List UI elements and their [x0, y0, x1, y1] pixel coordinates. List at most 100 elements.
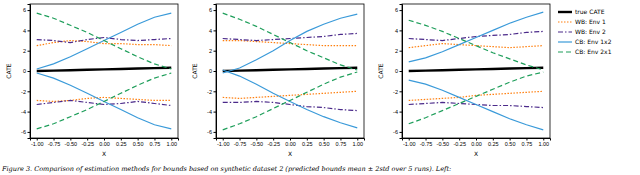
- y-tick: 2: [209, 48, 216, 54]
- legend-label: CB: Env 2x1: [575, 48, 612, 55]
- y-tick-label: -6: [21, 129, 26, 135]
- series-line: [409, 80, 544, 130]
- x-tick: 0.00: [99, 138, 110, 147]
- x-tick-label: 0.75: [522, 141, 533, 147]
- y-tick: -2: [21, 89, 30, 95]
- series-line: [409, 20, 544, 70]
- x-tick: 0.25: [488, 138, 499, 147]
- plot-frame: [216, 4, 364, 138]
- series-line: [223, 68, 358, 71]
- y-tick-label: 6: [395, 7, 398, 13]
- x-tick-label: -0.50: [65, 141, 78, 147]
- y-tick: 0: [395, 68, 402, 74]
- y-tick: -6: [393, 129, 402, 135]
- legend-swatch: [558, 41, 572, 42]
- x-tick-label: 1.00: [538, 141, 549, 147]
- y-tick: 6: [23, 7, 30, 13]
- y-tick: -2: [393, 89, 402, 95]
- y-tick: 4: [209, 28, 216, 34]
- x-tick: -1.00: [31, 138, 44, 147]
- y-tick-label: 2: [209, 48, 212, 54]
- x-tick: 0.75: [150, 138, 161, 147]
- x-tick-label: 0.25: [116, 141, 127, 147]
- x-tick-label: -0.50: [251, 141, 264, 147]
- x-tick-label: -0.75: [420, 141, 433, 147]
- y-tick-label: -6: [207, 129, 212, 135]
- x-tick-label: 0.50: [505, 141, 516, 147]
- x-tick: -0.25: [81, 138, 94, 147]
- legend-swatch: [558, 51, 572, 52]
- x-tick: 0.00: [471, 138, 482, 147]
- x-tick: -0.75: [48, 138, 61, 147]
- x-tick-label: 0.00: [285, 141, 296, 147]
- x-tick: 1.00: [538, 138, 549, 147]
- plot-area: [223, 13, 358, 130]
- series-line: [409, 31, 544, 40]
- x-tick-label: 0.25: [302, 141, 313, 147]
- y-axis-title: CATE: [191, 63, 198, 78]
- y-tick-label: 4: [209, 28, 212, 34]
- y-tick-label: 0: [395, 68, 398, 74]
- series-line: [223, 70, 358, 128]
- legend-label: CB: Env 1x2: [575, 38, 612, 45]
- y-tick: 6: [209, 7, 216, 13]
- x-tick-label: -0.25: [81, 141, 94, 147]
- y-tick: 2: [23, 48, 30, 54]
- x-axis-title: X: [474, 150, 478, 157]
- x-axis: -1.00-0.75-0.50-0.250.000.250.500.751.00: [217, 138, 365, 147]
- figure: -1.00-0.75-0.50-0.250.000.250.500.751.00…: [0, 0, 640, 175]
- panel: -1.00 -0.75 -0.50-0.25 0.00 0.25 0.50 0.75 1.00…: [5, 4, 179, 157]
- y-tick: 4: [395, 28, 402, 34]
- legend: true CATEWB: Env 1WB: Env 2CB: Env 1x2CB…: [558, 8, 612, 55]
- series-line: [409, 68, 544, 71]
- x-tick: 0.75: [522, 138, 533, 147]
- x-tick: -0.25: [453, 138, 466, 147]
- x-tick: 0.50: [505, 138, 516, 147]
- series-line: [223, 33, 358, 40]
- series-line: [37, 73, 172, 129]
- x-tick: 0.75: [336, 138, 347, 147]
- x-tick: -0.50: [65, 138, 78, 147]
- y-axis-title: CATE: [5, 63, 12, 78]
- y-axis: -6-4-20246: [207, 5, 216, 139]
- series-line: [37, 41, 172, 46]
- x-tick-label: 1.00: [352, 141, 363, 147]
- y-tick-label: 6: [23, 7, 26, 13]
- series-line: [223, 72, 358, 130]
- x-tick-label: -0.75: [48, 141, 61, 147]
- series-line: [409, 72, 544, 124]
- x-tick-label: -0.50: [437, 141, 450, 147]
- x-tick: 1.00: [352, 138, 363, 147]
- legend-label: true CATE: [575, 8, 605, 15]
- x-tick-label: 0.75: [336, 141, 347, 147]
- y-tick-label: 0: [23, 68, 26, 74]
- x-tick-label: -1.00: [217, 141, 230, 147]
- x-axis: -1.00 -0.75 -0.50-0.25 0.00 0.25 0.50 0.75 1.00: [31, 138, 179, 147]
- y-tick: -2: [207, 89, 216, 95]
- y-axis: -6-4-20246: [21, 5, 30, 139]
- y-tick: 0: [209, 68, 216, 74]
- y-tick-label: -4: [21, 109, 26, 115]
- x-tick-label: -1.00: [403, 141, 416, 147]
- series-line: [37, 13, 172, 69]
- y-axis-title: CATE: [377, 63, 384, 78]
- x-tick-label: -0.25: [267, 141, 280, 147]
- series-line: [223, 91, 358, 98]
- x-axis-title: X: [288, 150, 292, 157]
- series-line: [409, 44, 544, 48]
- x-tick: -1.00: [403, 138, 416, 147]
- plot-area: [409, 12, 544, 130]
- plot-frame: [402, 4, 550, 138]
- y-tick-label: -2: [21, 89, 26, 95]
- y-tick-label: -6: [393, 129, 398, 135]
- y-tick: -4: [21, 109, 30, 115]
- plot-frame: [30, 4, 178, 138]
- y-tick: -6: [21, 129, 30, 135]
- x-tick-label: 0.50: [133, 141, 144, 147]
- x-tick: -0.50: [251, 138, 264, 147]
- x-tick: 0.50: [133, 138, 144, 147]
- x-tick: 1.00: [166, 138, 177, 147]
- x-tick-label: 0.50: [319, 141, 330, 147]
- x-tick-label: -0.25: [453, 141, 466, 147]
- caption: Figure 3. Comparison of estimation metho…: [1, 165, 451, 173]
